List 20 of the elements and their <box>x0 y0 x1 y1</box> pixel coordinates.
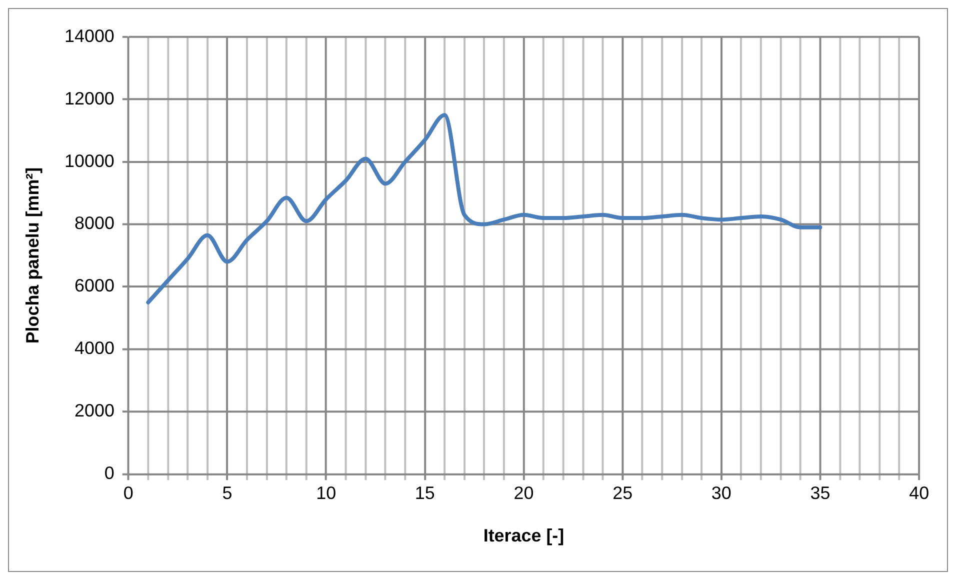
x-tick-label: 25 <box>612 482 633 503</box>
y-tick-label: 12000 <box>64 88 114 108</box>
y-tick-label: 4000 <box>74 338 114 358</box>
x-tick-label: 0 <box>123 482 134 503</box>
y-axis-title: Plocha panelu [mm²] <box>22 167 43 344</box>
x-tick-label: 20 <box>514 482 534 503</box>
x-tick-label: 15 <box>414 482 435 503</box>
y-tick-label: 2000 <box>74 400 114 421</box>
y-tick-label: 6000 <box>74 276 114 296</box>
x-tick-label: 30 <box>711 482 732 503</box>
x-axis-title: Iterace [-] <box>483 525 564 546</box>
x-tick-label: 10 <box>316 482 336 503</box>
x-tick-label: 40 <box>909 482 930 503</box>
y-tick-label: 0 <box>104 463 114 484</box>
y-tick-label: 14000 <box>64 26 114 46</box>
line-series <box>146 112 822 304</box>
y-tick-label: 8000 <box>74 213 114 234</box>
x-tick-label: 35 <box>810 482 830 503</box>
x-tick-label: 5 <box>222 482 232 503</box>
y-tick-label: 10000 <box>64 150 114 171</box>
